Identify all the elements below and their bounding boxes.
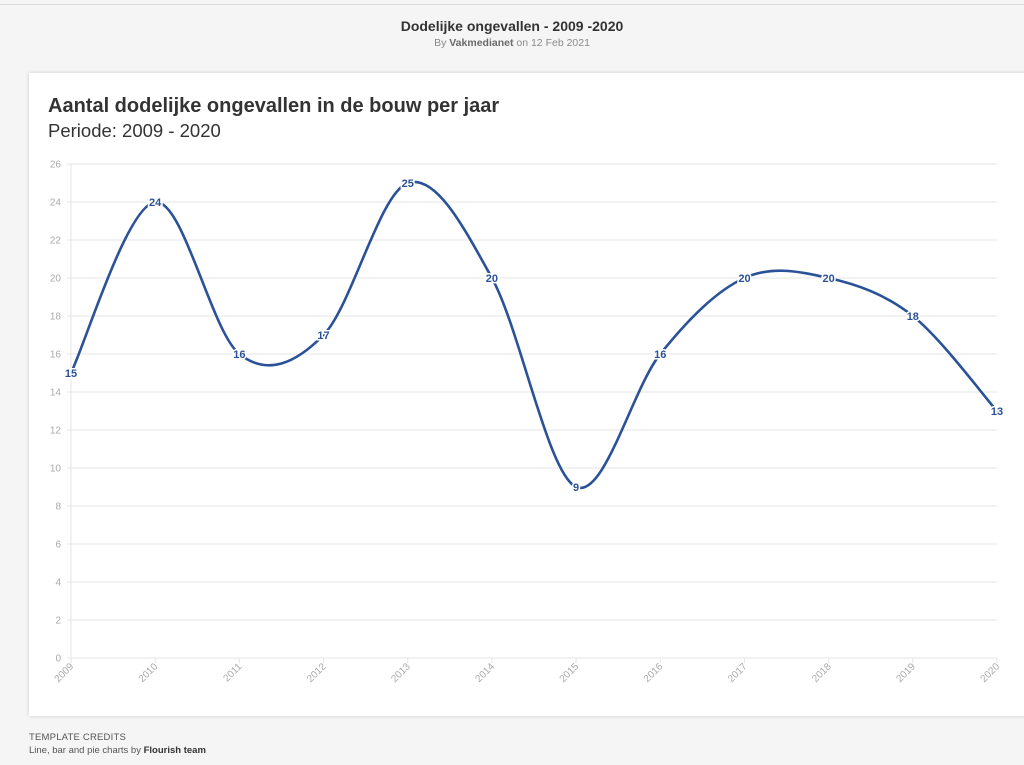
y-tick-label: 24	[50, 198, 62, 209]
data-label: 16	[654, 349, 666, 361]
author-link[interactable]: Vakmedianet	[449, 37, 514, 49]
data-label: 20	[738, 273, 750, 285]
x-axis-ticks: 2009 2010 2011 2012 2013 2014 2015 2016 2017 2018…	[53, 661, 1003, 685]
byline-date: on 12 Feb 2021	[516, 37, 590, 49]
x-tick-label: 2014	[474, 661, 498, 685]
top-divider	[0, 4, 1024, 5]
y-tick-label: 18	[50, 312, 62, 323]
credits-heading: TEMPLATE CREDITS	[29, 732, 126, 743]
series-line	[69, 180, 999, 490]
data-label: 24	[149, 197, 162, 209]
chart-title: Aantal dodelijke ongevallen in de bouw p…	[48, 95, 500, 117]
chart-card: Aantal dodelijke ongevallen in de bouw p…	[29, 73, 1024, 716]
page-title: Dodelijke ongevallen - 2009 -2020	[400, 18, 624, 34]
data-label: 15	[65, 368, 77, 380]
y-tick-label: 2	[55, 616, 61, 627]
x-tick-label: 2020	[979, 661, 1003, 685]
data-label: 17	[317, 330, 329, 342]
grid-lines	[67, 163, 998, 663]
x-tick-label: 2018	[810, 661, 834, 685]
x-tick-label: 2011	[221, 661, 244, 684]
page-header: Dodelijke ongevallen - 2009 -2020 By Vak…	[0, 17, 1024, 50]
template-credits: TEMPLATE CREDITS Line, bar and pie chart…	[29, 731, 206, 757]
y-tick-label: 12	[50, 426, 62, 437]
data-label: 13	[991, 406, 1003, 418]
x-tick-label: 2015	[558, 661, 582, 685]
x-tick-label: 2016	[642, 661, 666, 685]
y-tick-label: 10	[50, 464, 62, 475]
x-tick-label: 2017	[726, 661, 750, 685]
y-tick-label: 26	[50, 160, 62, 171]
x-tick-label: 2013	[389, 661, 413, 685]
y-tick-label: 14	[50, 388, 62, 399]
data-label: 16	[233, 349, 245, 361]
data-label: 20	[823, 273, 835, 285]
x-tick-label: 2012	[305, 661, 329, 685]
y-tick-label: 8	[55, 502, 61, 513]
data-label: 20	[486, 273, 498, 285]
x-tick-label: 2009	[53, 661, 77, 685]
y-tick-label: 6	[55, 540, 61, 551]
data-label: 9	[573, 482, 579, 494]
y-tick-label: 20	[50, 274, 62, 285]
y-tick-label: 22	[50, 236, 62, 247]
credits-line: Line, bar and pie charts by Flourish tea…	[29, 744, 206, 757]
data-label: 18	[907, 311, 919, 323]
data-label: 25	[402, 178, 414, 190]
series-line-layer	[69, 180, 999, 490]
data-labels: 15 24 16 17 25 20 9 16 20 20 18 13	[63, 177, 1004, 496]
chart-subtitle: Periode: 2009 - 2020	[48, 120, 221, 141]
y-tick-label: 0	[55, 654, 61, 665]
x-tick-label: 2019	[894, 661, 918, 685]
y-tick-label: 4	[55, 578, 61, 589]
byline: By Vakmedianet on 12 Feb 2021	[0, 36, 1024, 50]
x-tick-label: 2010	[137, 661, 161, 685]
credits-text: Line, bar and pie charts by	[29, 745, 141, 756]
y-tick-label: 16	[50, 350, 62, 361]
byline-prefix: By	[434, 37, 447, 49]
credits-team-link[interactable]: Flourish team	[143, 745, 206, 756]
